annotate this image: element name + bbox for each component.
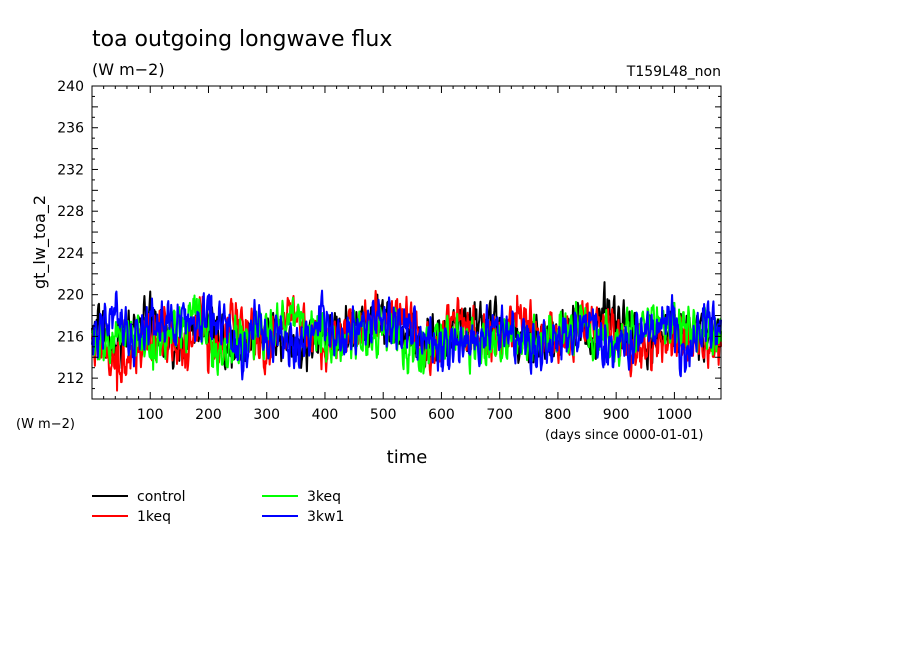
x-tick-label: 800: [545, 407, 572, 423]
x-tick-label: 200: [195, 407, 222, 423]
x-axis-units: (days since 0000-01-01): [545, 428, 703, 443]
y-tick-label: 216: [57, 329, 84, 345]
legend-label-control: control: [137, 489, 186, 505]
x-tick-label: 1000: [657, 407, 693, 423]
axes-layer: 212 216 220 224 228 232 236 240 100 200 300 400 500 6…: [57, 79, 722, 423]
y-axis-label: gt_lw_toa_2: [30, 195, 50, 289]
series-layer: [91, 281, 722, 392]
legend-label-3keq: 3keq: [307, 489, 341, 505]
x-axis-label: time: [387, 447, 428, 468]
chart-title: toa outgoing longwave flux: [92, 27, 392, 52]
y-tick-label: 220: [57, 288, 84, 304]
x-tick-label: 400: [312, 407, 339, 423]
y-tick-label: 228: [57, 204, 84, 220]
y-tick-label: 240: [57, 79, 84, 95]
y-tick-label: 236: [57, 121, 84, 137]
x-tick-label: 700: [486, 407, 513, 423]
x-tick-label: 300: [253, 407, 280, 423]
legend-label-1keq: 1keq: [137, 509, 171, 525]
x-tick-label: 600: [428, 407, 455, 423]
x-tick-label: 900: [603, 407, 630, 423]
y-axis-units: (W m−2): [16, 417, 75, 432]
x-tick-label: 500: [370, 407, 397, 423]
run-label: T159L48_non: [626, 64, 721, 80]
legend: control 1keq 3keq 3kw1: [92, 489, 344, 525]
y-tick-label: 224: [57, 246, 84, 262]
y-tick-label: 212: [57, 371, 84, 387]
legend-label-3kw1: 3kw1: [307, 509, 344, 525]
x-tick-label: 100: [137, 407, 164, 423]
chart-subtitle: (W m−2): [92, 60, 165, 79]
series-line-3kw1: [91, 289, 722, 381]
y-tick-label: 232: [57, 162, 84, 178]
